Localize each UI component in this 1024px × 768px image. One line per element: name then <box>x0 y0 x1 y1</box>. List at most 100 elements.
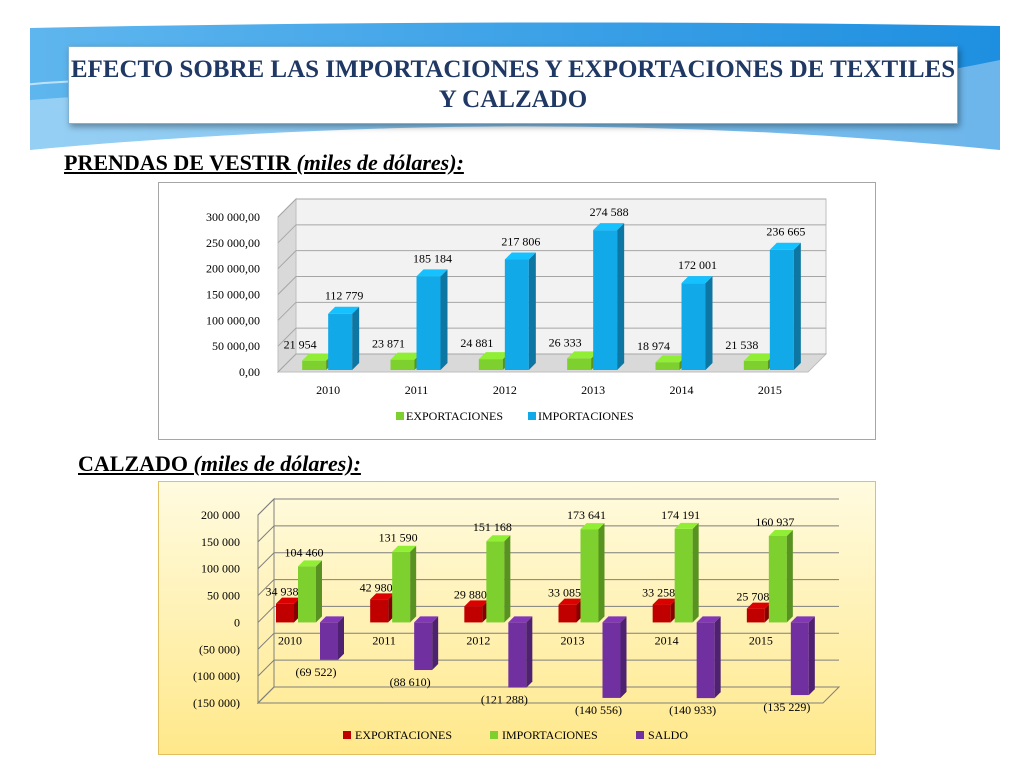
chart-prendas-bar-importaciones-2015-top <box>769 242 801 250</box>
chart-calzado-xtick: 2014 <box>655 633 679 647</box>
chart-calzado-bar-importaciones-2013-front <box>580 529 599 623</box>
chart-calzado-bar-exportaciones-2012-front <box>464 606 483 623</box>
chart-calzado-xtick: 2015 <box>749 633 773 647</box>
chart-calzado-legend-exportaciones: EXPORTACIONES <box>355 728 452 742</box>
chart-prendas-datalabel: 23 871 <box>372 337 405 351</box>
chart-calzado-datalabel: 104 460 <box>285 545 324 559</box>
chart-calzado-bar-saldo-2015 <box>790 616 815 696</box>
chart-calzado-bar-importaciones-2013-top <box>580 523 605 530</box>
chart-prendas-bar-exportaciones-2012-top <box>478 352 510 360</box>
chart-calzado-datalabel: 151 168 <box>473 520 512 534</box>
chart-prendas-frame: 0,00 50 000,00 100 000,00 150 000,00 200 000… <box>158 182 876 440</box>
chart-prendas-bar-importaciones-2010-front <box>328 313 353 370</box>
chart-calzado-bar-importaciones-2013-side <box>598 523 605 623</box>
chart-prendas-ytick: 0,00 <box>239 365 260 379</box>
section-heading-calzado-label: CALZADO <box>78 451 189 476</box>
chart-calzado-datalabel: 25 708 <box>736 590 769 604</box>
chart-prendas-legend-exportaciones: EXPORTACIONES <box>406 409 503 423</box>
section-heading-calzado-unit: (miles de dólares): <box>193 451 361 476</box>
chart-calzado-bar-importaciones-2010-front <box>298 566 316 623</box>
chart-prendas-gridline <box>277 198 826 218</box>
chart-prendas-datalabel: 274 588 <box>590 205 629 219</box>
chart-calzado-bar-saldo-2014-front <box>696 622 715 699</box>
chart-prendas: 0,00 50 000,00 100 000,00 150 000,00 200 000… <box>158 182 876 440</box>
chart-calzado-bar-saldo-2015-top <box>790 616 815 623</box>
chart-calzado-bar-saldo-2011 <box>414 616 439 671</box>
chart-calzado-bar-importaciones-2015-side <box>786 529 793 623</box>
chart-calzado-bar-exportaciones-2011-front <box>370 599 389 623</box>
chart-prendas-bar-importaciones-2013-top <box>593 223 625 231</box>
chart-calzado-xtick: 2012 <box>466 633 490 647</box>
chart-prendas-bar-exportaciones-2011-front <box>390 359 415 370</box>
slide-title-box: EFECTO SOBRE LAS IMPORTACIONES Y EXPORTA… <box>68 46 958 124</box>
chart-calzado-datalabel: (121 288) <box>481 693 528 707</box>
chart-prendas-gridline <box>277 224 826 244</box>
chart-calzado-bar-importaciones-2011-top <box>392 545 417 552</box>
chart-prendas-bar-importaciones-2015-front <box>769 249 794 370</box>
section-heading-prendas: PRENDAS DE VESTIR (miles de dólares): <box>64 150 464 176</box>
chart-calzado-gridline <box>257 605 839 623</box>
chart-calzado-bar-importaciones-2011-side <box>410 545 417 623</box>
chart-calzado-bar-saldo-2013-side <box>620 616 627 698</box>
chart-calzado-datalabel: 131 590 <box>379 531 418 545</box>
chart-calzado-ytick: (150 000) <box>193 696 240 710</box>
chart-calzado-bar-importaciones-2011 <box>392 545 417 623</box>
chart-prendas-bar-exportaciones-2014-top <box>655 355 687 363</box>
chart-calzado-bar-saldo-2014 <box>696 616 721 699</box>
chart-calzado-bar-exportaciones-2013-top <box>558 598 583 605</box>
chart-calzado-legend-swatch-exportaciones <box>343 731 351 739</box>
chart-calzado-bar-exportaciones-2010 <box>276 597 300 623</box>
chart-calzado-xtick: 2013 <box>561 633 585 647</box>
chart-prendas-bar-importaciones-2015 <box>769 242 801 370</box>
chart-prendas-bar-importaciones-2014-side <box>705 276 713 370</box>
chart-calzado-bar-exportaciones-2013 <box>558 598 583 623</box>
chart-prendas-ytick: 100 000,00 <box>206 313 260 327</box>
chart-prendas-xtick: 2011 <box>405 383 429 397</box>
chart-prendas-bar-exportaciones-2014-front <box>655 362 680 370</box>
chart-prendas-ytick: 250 000,00 <box>206 236 260 250</box>
chart-prendas-gridline <box>277 250 826 270</box>
chart-calzado-bar-saldo-2011-top <box>414 616 439 623</box>
chart-calzado-legend-swatch-saldo <box>636 731 644 739</box>
chart-prendas-bar-importaciones-2010 <box>328 306 360 370</box>
chart-calzado-datalabel: 29 880 <box>454 587 487 601</box>
chart-calzado-bar-saldo-2011-front <box>414 622 433 671</box>
chart-calzado-datalabel: 173 641 <box>567 508 606 522</box>
chart-calzado-datalabel: (140 933) <box>669 703 716 717</box>
chart-calzado-bar-exportaciones-2010-front <box>276 603 294 623</box>
chart-calzado-ytick: (50 000) <box>199 642 240 656</box>
chart-prendas-bar-importaciones-2014-front <box>681 283 706 370</box>
chart-prendas-bar-exportaciones-2015-top <box>743 353 775 361</box>
chart-prendas-xtick: 2015 <box>758 383 782 397</box>
chart-prendas-bar-importaciones-2011-side <box>440 269 448 370</box>
chart-calzado-bar-importaciones-2012-top <box>486 535 511 542</box>
chart-calzado-bar-importaciones-2015-front <box>768 535 787 623</box>
chart-calzado-datalabel: (140 556) <box>575 703 622 717</box>
chart-calzado: (150 000) (100 000) (50 000) 0 50 000 100 000… <box>158 481 876 755</box>
chart-prendas-datalabel: 18 974 <box>637 339 670 353</box>
chart-calzado-bar-exportaciones-2014-front <box>652 604 671 623</box>
chart-calzado-bar-importaciones-2014 <box>674 522 699 623</box>
chart-calzado-bar-importaciones-2014-top <box>674 522 699 529</box>
chart-calzado-gridline <box>257 552 839 570</box>
chart-prendas-bar-exportaciones-2013-top <box>567 351 599 359</box>
chart-calzado-bar-saldo-2010-side <box>338 616 344 660</box>
chart-calzado-gridline <box>257 498 839 516</box>
chart-calzado-ytick: 200 000 <box>201 508 240 522</box>
chart-prendas-bar-importaciones-2012 <box>504 252 536 370</box>
section-heading-prendas-unit: (miles de dólares): <box>296 150 464 175</box>
chart-prendas-bar-exportaciones-2010-front <box>302 360 327 370</box>
chart-calzado-bar-importaciones-2015-top <box>768 529 793 536</box>
chart-prendas-bar-importaciones-2015-side <box>793 242 801 370</box>
chart-prendas-bar-importaciones-2013-side <box>617 223 625 370</box>
chart-prendas-ytick: 50 000,00 <box>212 339 260 353</box>
chart-calzado-bar-saldo-2012-side <box>526 616 533 688</box>
chart-calzado-bar-exportaciones-2013-front <box>558 604 577 623</box>
chart-prendas-bar-importaciones-2013 <box>593 223 625 370</box>
chart-calzado-datalabel: 160 937 <box>755 515 794 529</box>
chart-calzado-ytick: 0 <box>234 615 240 629</box>
chart-calzado-bar-exportaciones-2014 <box>652 598 677 623</box>
chart-prendas-ytick: 150 000,00 <box>206 288 260 302</box>
chart-calzado-bar-importaciones-2014-front <box>674 528 693 623</box>
chart-prendas-datalabel: 21 538 <box>725 338 758 352</box>
